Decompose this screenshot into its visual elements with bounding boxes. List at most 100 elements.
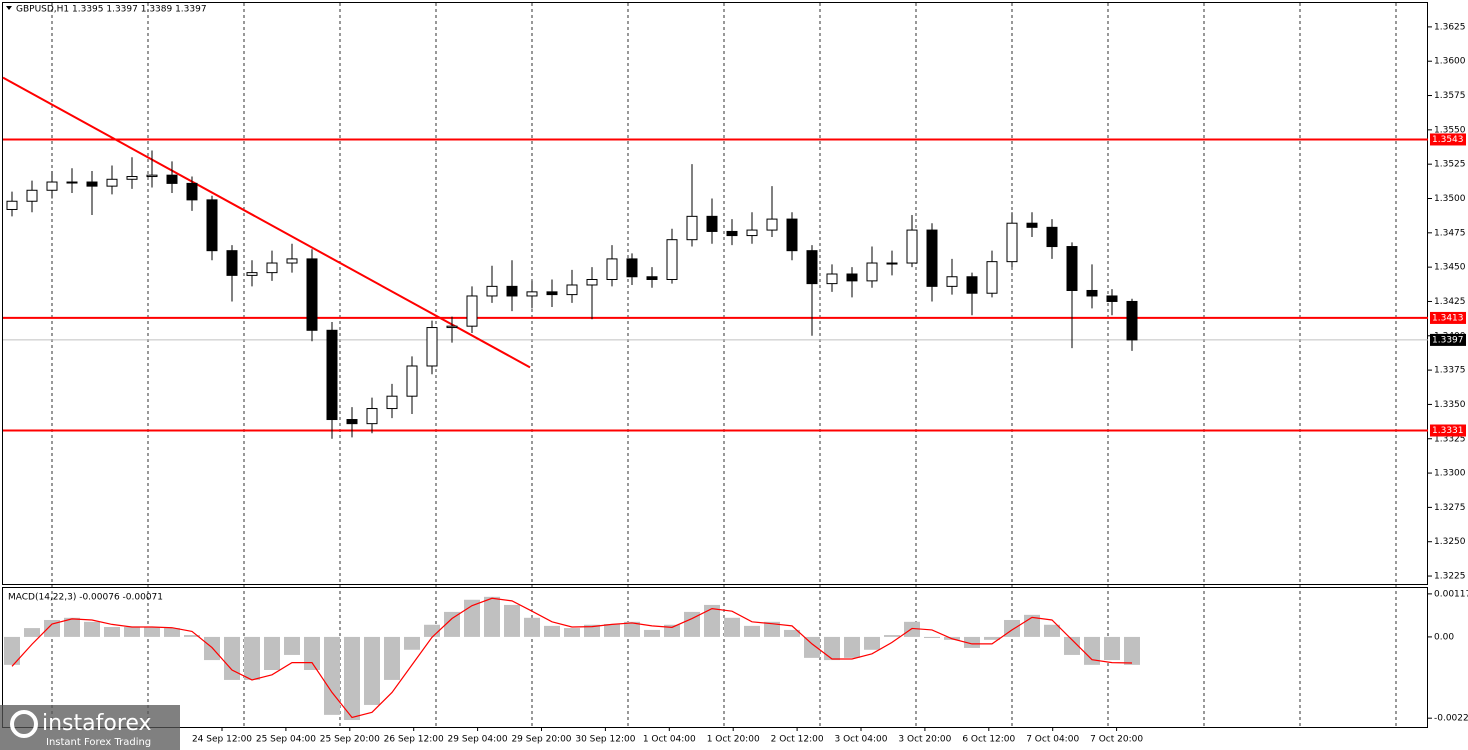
level-label-bg (1430, 133, 1466, 146)
candle-body (386, 395, 398, 410)
y-tick-label: 0.00 (1434, 632, 1454, 642)
macd-bar (344, 636, 360, 721)
macd-bar (544, 625, 560, 637)
candle-body (166, 174, 178, 184)
macd-bar (804, 636, 820, 658)
x-tick-label: 1 Oct 04:00 (643, 735, 696, 745)
macd-bar (744, 625, 760, 637)
macd-bar (364, 636, 380, 705)
y-tick-label: 1.3375 (1434, 366, 1466, 376)
macd-bar (864, 636, 880, 650)
candle-body (1046, 226, 1058, 248)
macd-panel (2, 587, 1428, 728)
candle-body (1126, 300, 1138, 341)
macd-title: MACD(14,22,3) -0.00076 -0.00071 (8, 593, 163, 603)
logo-brand: instaforex (42, 711, 152, 736)
macd-bar (824, 636, 840, 661)
macd-bar (24, 628, 40, 637)
x-tick-label: 29 Sep 04:00 (448, 735, 508, 745)
symbol-header: GBPUSD,H1 1.3395 1.3397 1.3389 1.3397 (16, 5, 207, 15)
candle-body (446, 325, 458, 329)
y-tick-label: 1.3350 (1434, 400, 1466, 410)
macd-bar (844, 636, 860, 658)
y-tick-label: 1.3525 (1434, 160, 1466, 170)
macd-bar (324, 636, 340, 715)
y-tick-label: 1.3625 (1434, 22, 1466, 32)
level-label: 1.3331 (1432, 426, 1464, 436)
macd-bar (284, 636, 300, 655)
macd-bar (1124, 636, 1140, 665)
x-tick-label: 3 Oct 20:00 (898, 735, 951, 745)
y-tick-label: 1.3275 (1434, 503, 1466, 513)
level-label: 1.3413 (1432, 313, 1464, 323)
candle-body (846, 273, 858, 282)
macd-bar (524, 617, 540, 637)
macd-bar (904, 621, 920, 637)
candle-body (686, 215, 698, 241)
y-tick-label: 1.3500 (1434, 194, 1466, 204)
candle-body (266, 262, 278, 274)
candle-body (746, 229, 758, 237)
candle-body (226, 250, 238, 276)
candle-body (646, 276, 658, 280)
candle-body (966, 276, 978, 294)
candle-body (906, 229, 918, 264)
current-label-bg (1430, 333, 1466, 346)
x-tick-label: 25 Sep 20:00 (320, 735, 380, 745)
macd-bar (1064, 636, 1080, 655)
macd-bar (84, 621, 100, 637)
macd-bar (224, 636, 240, 680)
macd-bar (624, 621, 640, 637)
macd-bar (884, 635, 900, 637)
macd-bar (584, 624, 600, 637)
macd-bar (1104, 636, 1120, 661)
candle-body (86, 181, 98, 187)
candle-body (1106, 295, 1118, 302)
y-tick-label: 1.3225 (1434, 572, 1466, 582)
candle-body (926, 229, 938, 287)
candle-body (666, 239, 678, 280)
candle-body (246, 272, 258, 276)
logo-tagline: Instant Forex Trading (46, 737, 151, 748)
y-tick-label: 1.3600 (1434, 57, 1466, 67)
macd-bar (984, 636, 1000, 640)
macd-bar (304, 636, 320, 671)
x-tick-label: 29 Sep 20:00 (511, 735, 571, 745)
y-tick-label: 0.00117 (1434, 589, 1468, 599)
y-tick-label: 1.3300 (1434, 469, 1466, 479)
macd-bar (384, 636, 400, 680)
macd-bar (964, 636, 980, 648)
candle-body (426, 327, 438, 367)
candle-body (826, 273, 838, 285)
candle-body (866, 262, 878, 282)
y-tick-label: 1.3325 (1434, 434, 1466, 444)
macd-bar (264, 636, 280, 671)
candle-body (766, 218, 778, 231)
macd-bar (444, 611, 460, 637)
candle-body (986, 261, 998, 294)
x-tick-label: 25 Sep 04:00 (256, 735, 316, 745)
candle-body (106, 178, 118, 187)
candle-body (946, 276, 958, 287)
level-label-bg (1430, 311, 1466, 324)
candle-body (786, 218, 798, 252)
macd-bar (204, 636, 220, 661)
y-tick-label: 1.3425 (1434, 297, 1466, 307)
x-tick-label: 2 Oct 12:00 (771, 735, 824, 745)
macd-bar (784, 629, 800, 637)
macd-bar (684, 611, 700, 637)
candle-body (186, 182, 198, 201)
current-label: 1.3397 (1432, 335, 1464, 345)
x-tick-label: 3 Oct 04:00 (835, 735, 888, 745)
candle-body (306, 258, 318, 331)
candle-body (806, 250, 818, 285)
level-label: 1.3543 (1432, 135, 1464, 145)
level-label-bg (1430, 424, 1466, 437)
macd-bar (64, 617, 80, 637)
macd-bar (644, 629, 660, 637)
macd-bar (1044, 624, 1060, 637)
candle-body (466, 295, 478, 327)
signal-line (11, 597, 1133, 719)
x-tick-label: 7 Oct 04:00 (1026, 735, 1079, 745)
